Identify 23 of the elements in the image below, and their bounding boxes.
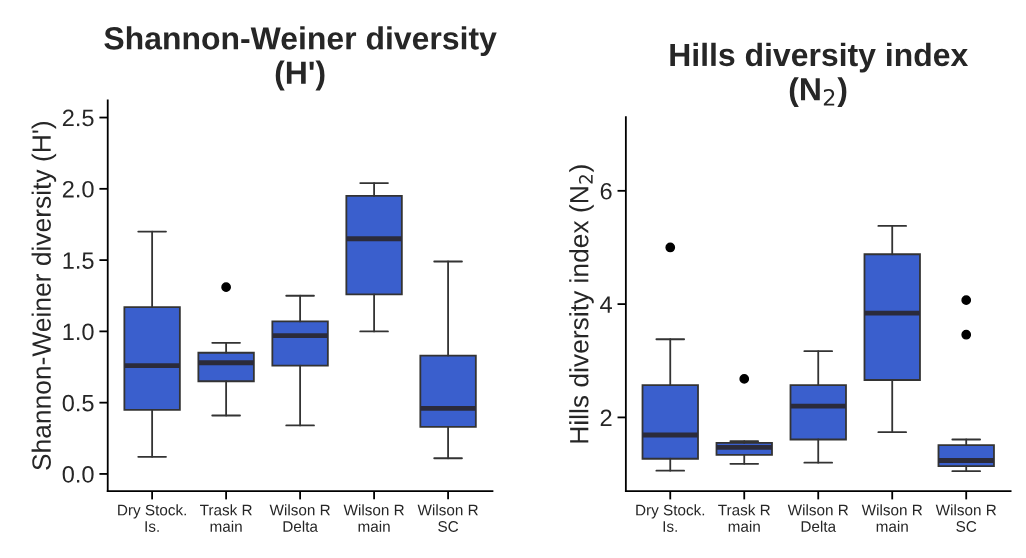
chart-title: Hills diversity index (N$_{2}$) <box>670 42 969 107</box>
x-tick-label: Wilson R main <box>343 504 404 532</box>
y-axis-title: Hills diversity index (N$_{2}$) <box>569 165 594 443</box>
x-tick-label: Wilson R Delta <box>269 504 330 532</box>
chart-title: Shannon-Weiner diversity (H') <box>104 26 497 91</box>
y-tick-label: 1.5 <box>63 252 94 269</box>
x-tick-label: Wilson R SC <box>417 504 478 532</box>
y-tick-label: 0.5 <box>62 394 94 412</box>
y-tick-label: 2.0 <box>62 180 94 198</box>
y-axis-title: Shannon-Weiner diversity (H') <box>31 122 57 470</box>
x-tick-label: Dry Stock. Is. <box>118 504 186 532</box>
x-tick-label: Dry Stock. Is. <box>636 504 705 532</box>
x-tick-label: Trask R main <box>200 504 252 532</box>
x-tick-label: Wilson R SC <box>935 504 997 532</box>
y-tick-label: 4 <box>600 296 612 313</box>
x-tick-label: Trask R main <box>718 504 770 532</box>
x-tick-label: Wilson R Delta <box>787 504 849 532</box>
y-tick-label: 2.5 <box>62 109 94 127</box>
y-tick-label: 6 <box>600 182 612 200</box>
y-tick-label: 2 <box>600 409 612 426</box>
y-tick-label: 0.0 <box>62 466 94 483</box>
y-tick-label: 1.0 <box>63 323 94 341</box>
x-tick-label: Wilson R main <box>861 504 923 532</box>
